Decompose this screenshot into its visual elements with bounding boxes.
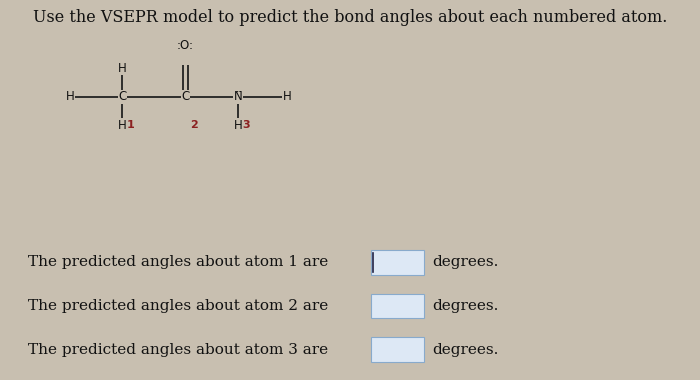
Text: N̈: N̈: [234, 90, 242, 103]
Text: 3: 3: [243, 120, 250, 130]
Text: 2: 2: [190, 120, 198, 130]
Text: degrees.: degrees.: [433, 255, 499, 269]
Text: 1: 1: [127, 120, 135, 130]
Text: H: H: [118, 62, 127, 75]
Text: H: H: [283, 90, 291, 103]
Text: H: H: [118, 119, 127, 132]
Text: :O:: :O:: [177, 39, 194, 52]
Text: The predicted angles about atom 1 are: The predicted angles about atom 1 are: [28, 255, 328, 269]
Text: degrees.: degrees.: [433, 343, 499, 356]
Text: Use the VSEPR model to predict the bond angles about each numbered atom.: Use the VSEPR model to predict the bond …: [33, 10, 667, 27]
Text: degrees.: degrees.: [433, 299, 499, 313]
Text: C: C: [181, 90, 190, 103]
Text: H: H: [66, 90, 74, 103]
Text: C: C: [118, 90, 127, 103]
Text: H: H: [234, 119, 242, 132]
Text: The predicted angles about atom 2 are: The predicted angles about atom 2 are: [28, 299, 328, 313]
Text: The predicted angles about atom 3 are: The predicted angles about atom 3 are: [28, 343, 328, 356]
